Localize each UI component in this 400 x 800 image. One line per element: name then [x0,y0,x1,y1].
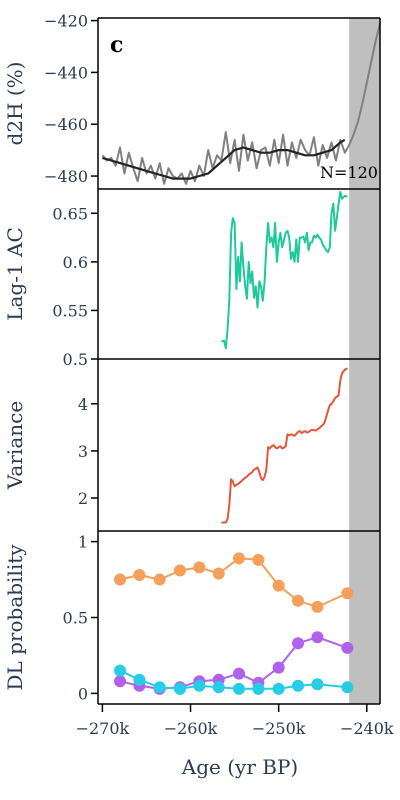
x-tick-label: −250k [252,719,306,738]
dl-point-dl_cyan [133,674,145,686]
dl-point-dl_orange [193,561,205,573]
panel1-y-title: d2H (%) [3,62,27,146]
y-tick-label: 1 [78,533,88,552]
dl-point-dl_orange [341,587,353,599]
dl-point-dl_cyan [154,681,166,693]
y-tick-label: −420 [44,12,88,31]
dl-point-dl_orange [174,564,186,576]
y-tick-label: 0.65 [52,204,88,223]
dl-point-dl_orange [213,567,225,579]
dl-point-dl_cyan [292,680,304,692]
y-tick-label: 4 [78,395,88,414]
dl-point-dl_cyan [341,681,353,693]
y-tick-label: 0.6 [63,253,88,272]
panel3-y-title: Variance [3,401,27,490]
forecast-shade [349,18,380,704]
y-tick-label: −440 [44,63,88,82]
panel-letter: c [110,32,123,58]
dl-point-dl_cyan [233,683,245,695]
dl-point-dl_orange [114,574,126,586]
forecast-shade-layer [349,18,380,704]
x-tick-label: −270k [76,719,130,738]
dl-point-dl_purple [233,668,245,680]
panel2-y-title: Lag-1 AC [3,227,27,321]
dl-point-dl_purple [341,642,353,654]
y-tick-label: 0.5 [63,609,88,628]
dl-point-dl_purple [311,631,323,643]
dl-point-dl_cyan [311,678,323,690]
dl-point-dl_purple [292,637,304,649]
dl-point-dl_purple [114,675,126,687]
dl-point-dl_cyan [193,680,205,692]
dl-point-dl_orange [292,595,304,607]
x-tick-label: −260k [164,719,218,738]
dl-point-dl_cyan [273,683,285,695]
dl-point-dl_purple [273,662,285,674]
dl-point-dl_cyan [252,683,264,695]
dl-point-dl_cyan [114,665,126,677]
y-tick-label: −480 [44,167,88,186]
y-tick-label: 2 [78,489,88,508]
dl-point-dl_orange [311,601,323,613]
y-tick-label: 0.5 [63,350,88,369]
y-tick-label: 0 [78,684,88,703]
dl-point-dl_orange [233,552,245,564]
dl-point-dl_orange [154,574,166,586]
y-tick-label: 3 [78,442,88,461]
y-tick-label: 0.55 [52,301,88,320]
dl-point-dl_orange [273,580,285,592]
y-tick-label: −460 [44,115,88,134]
sample-size-annotation: N=120 [320,163,378,182]
dl-point-dl_orange [252,554,264,566]
dl-point-dl_orange [133,569,145,581]
x-tick-label: −240k [340,719,394,738]
dl-point-dl_cyan [174,683,186,695]
panel4-y-title: DL probability [3,544,27,691]
dl-point-dl_cyan [213,681,225,693]
x-axis-title: Age (yr BP) [181,755,298,779]
